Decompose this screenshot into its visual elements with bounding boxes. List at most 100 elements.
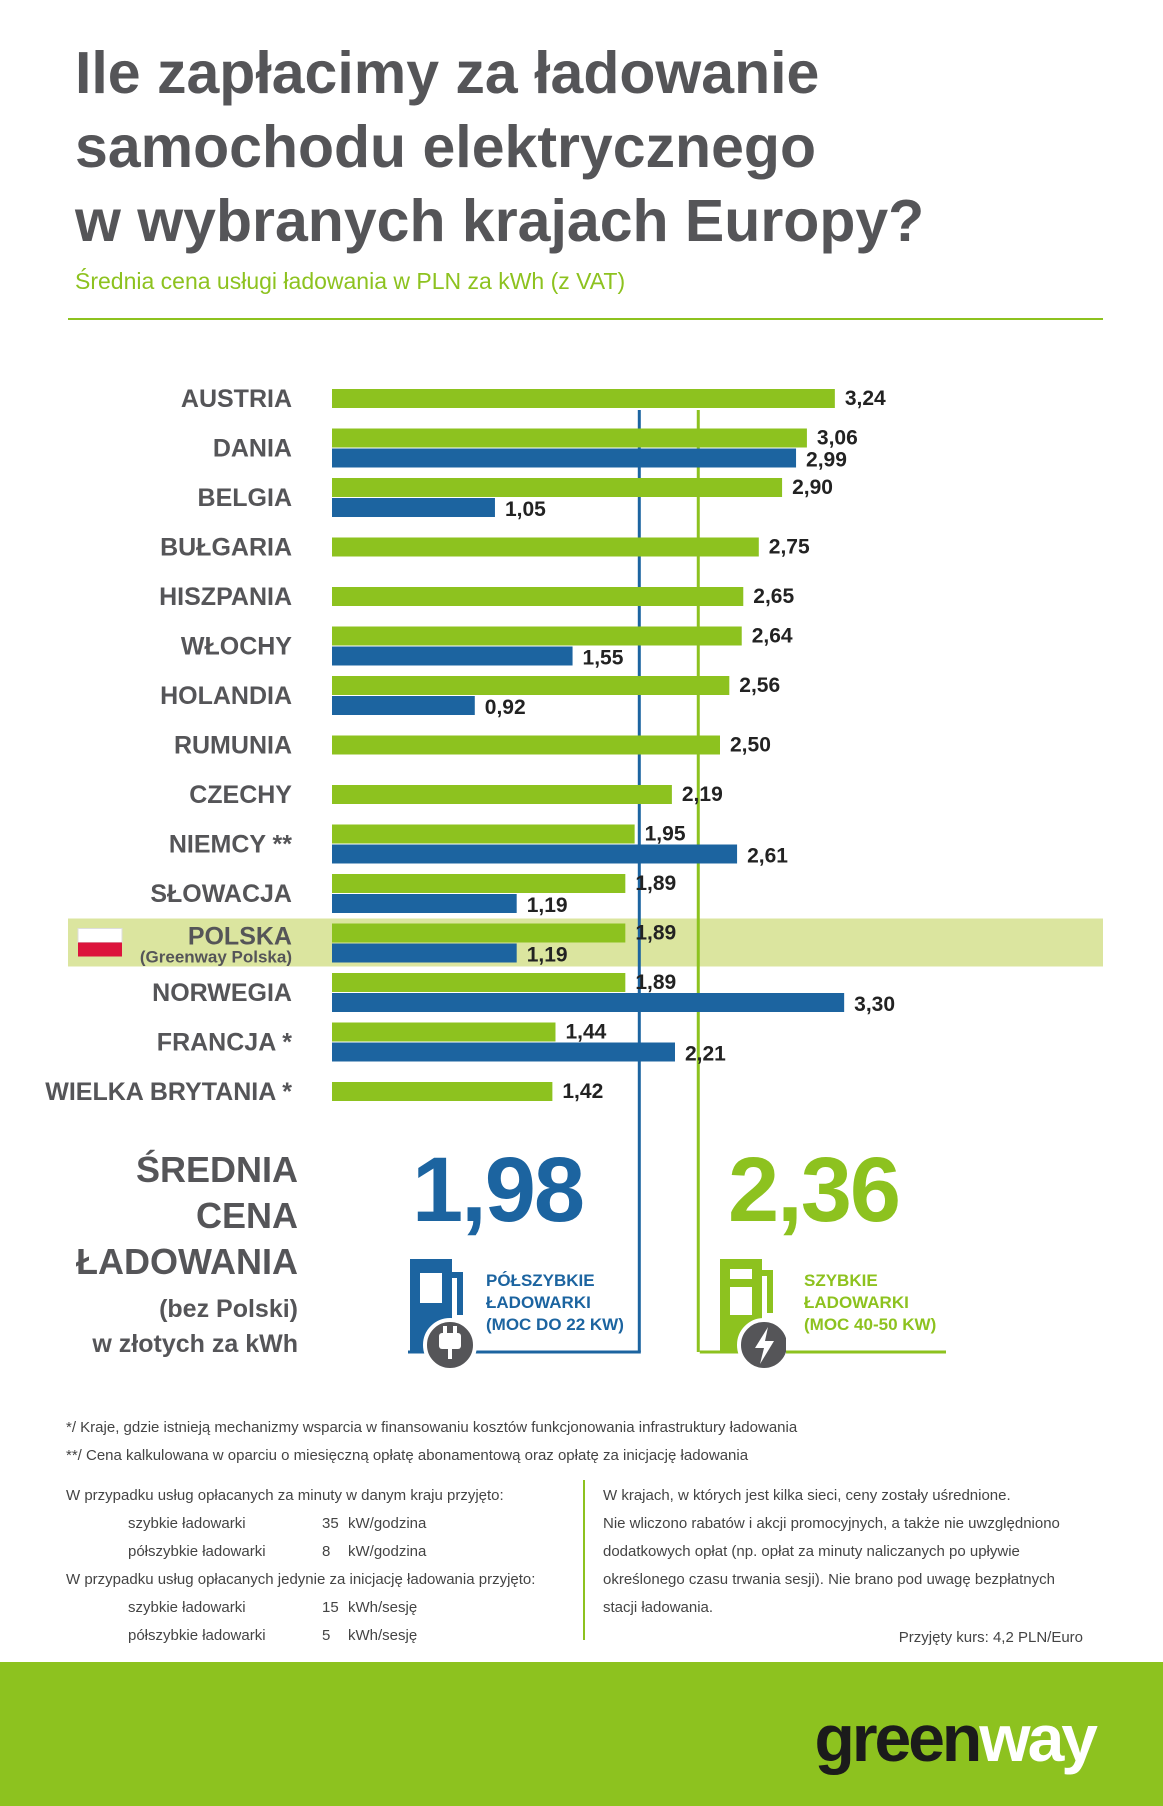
rate-value: 8 [322,1543,331,1560]
value-label-slow: 0,92 [485,696,526,719]
methodology-line: Nie wliczono rabatów i akcji promocyjnyc… [603,1515,1060,1532]
category-label: SŁOWACJA [150,880,292,908]
charger-type: półszybkie ładowarki [128,1543,266,1560]
bar-fast [332,428,807,448]
bar-fast [332,973,626,992]
session-intro: W przypadku usług opłacanych jedynie za … [66,1571,536,1588]
bar-slow [332,646,573,666]
charger-type: szybkie ładowarki [128,1599,246,1616]
rate-value: 5 [322,1627,331,1644]
average-slow-desc-line: PÓŁSZYBKIE [486,1271,595,1290]
value-label-fast: 1,44 [565,1021,606,1044]
chart-subtitle: Średnia cena usługi ładowania w PLN za k… [75,268,626,294]
average-label-line: CENA [195,1195,298,1236]
methodology-line: dodatkowych opłat (np. opłat za minuty n… [603,1543,1020,1560]
bar-fast [332,587,744,606]
value-label-fast: 2,50 [730,734,771,757]
exchange-rate: Przyjęty kurs: 4,2 PLN/Euro [898,1629,1083,1646]
category-label: NORWEGIA [152,979,292,1007]
average-label: ŚREDNIA CENA ŁADOWANIA [40,1147,298,1285]
average-fast-desc-line: (MOC 40-50 KW) [804,1315,937,1334]
bar-fast [332,785,672,804]
category-label: FRANCJA * [157,1029,292,1057]
methodology-line: stacji ładowania. [603,1599,714,1616]
bar-fast [332,1082,553,1101]
rate-unit: kWh/sesję [348,1627,418,1644]
value-label-fast: 3,24 [845,387,886,410]
title-line: Ile zapłacimy za ładowanie [75,40,820,106]
average-sublabel-line: (bez Polski) [159,1295,298,1323]
bar-slow [332,1042,675,1062]
bar-slow [332,498,495,517]
bar-fast [332,389,835,408]
category-label: WIELKA BRYTANIA * [45,1078,292,1106]
footnote-double-star: **/ Cena kalkulowana w oparciu o miesięc… [66,1447,749,1464]
logo-part-way: way [979,1701,1098,1775]
category-label: WŁOCHY [181,633,292,661]
bar-fast [332,1022,556,1042]
bar-fast [332,874,626,893]
bar-slow [332,894,517,913]
bar-fast [332,537,759,557]
bar-slow [332,993,845,1012]
category-label: AUSTRIA [181,385,292,413]
assumptions-notes: W przypadku usług opłacanych za minuty w… [66,1482,535,1650]
value-label-fast: 2,19 [682,783,723,806]
footer-band: greenway [0,1662,1163,1806]
session-row: półszybkie ładowarki 5 kWh/sesję [66,1622,535,1650]
methodology-notes: W krajach, w których jest kilka sieci, c… [603,1482,1123,1652]
value-label-fast: 3,06 [817,427,858,450]
notes-divider [583,1480,585,1640]
value-label-fast: 2,75 [769,536,810,559]
category-label: BUŁGARIA [160,534,292,562]
bar-fast [332,626,742,646]
value-label-slow: 3,30 [854,993,895,1016]
average-slow-value: 1,98 [412,1139,585,1241]
average-fast-desc-line: SZYBKIE [804,1271,878,1290]
value-label-slow: 1,05 [505,498,546,521]
value-label-fast: 2,90 [792,476,833,499]
average-slow-desc-line: ŁADOWARKI [486,1293,591,1312]
rate-value: 15 [322,1599,339,1616]
rate-unit: kWh/sesję [348,1599,418,1616]
average-sublabel-line: w złotych za kWh [92,1330,298,1358]
poland-flag-red [78,942,122,957]
logo-part-green: green [814,1701,983,1775]
bar-chart: AUSTRIA 3,24 DANIA 3,062,99 BELGIA 2,90 1,05 BU… [45,385,1103,1354]
title-line: w wybranych krajach Europy? [75,188,925,254]
category-sublabel: (Greenway Polska) [140,948,292,967]
value-label-slow: 1,19 [527,944,568,967]
average-slow-desc-line: (MOC DO 22 KW) [486,1315,624,1334]
charger-type: półszybkie ładowarki [128,1627,266,1644]
bar-fast [332,676,730,695]
average-slow-desc: PÓŁSZYBKIE ŁADOWARKI (MOC DO 22 KW) [486,1270,624,1336]
value-label-slow: 1,55 [583,647,624,670]
category-label: DANIA [213,435,292,463]
value-label-fast: 2,56 [739,674,780,697]
value-label-fast: 1,89 [635,971,676,994]
average-label-line: ŁADOWANIA [76,1241,298,1282]
category-label: HOLANDIA [160,682,292,710]
bar-slow [332,448,797,468]
rate-unit: kW/godzina [348,1543,427,1560]
poland-flag-white [77,928,123,943]
value-label-slow: 2,21 [685,1043,726,1066]
bar-fast [332,735,720,755]
value-label-fast: 1,42 [562,1080,603,1103]
minutes-intro: W przypadku usług opłacanych za minuty w… [66,1487,504,1504]
bar-slow [332,844,738,864]
methodology-line: W krajach, w których jest kilka sieci, c… [603,1487,1011,1504]
value-label-slow: 1,19 [527,894,568,917]
value-label-fast: 2,64 [752,625,793,648]
title-line: samochodu elektrycznego [75,114,816,180]
greenway-logo: greenway [814,1700,1098,1776]
category-label: POLSKA [188,923,292,951]
ac-charger-plug-icon [410,1259,477,1371]
category-label: RUMUNIA [174,732,292,760]
charger-type: szybkie ładowarki [128,1515,246,1532]
minutes-row: półszybkie ładowarki 8 kW/godzina [66,1538,535,1566]
value-label-slow: 2,61 [747,845,788,868]
value-label-fast: 1,89 [635,872,676,895]
session-row: szybkie ładowarki 15 kWh/sesję [66,1594,535,1622]
dc-charger-bolt-icon [720,1259,786,1371]
